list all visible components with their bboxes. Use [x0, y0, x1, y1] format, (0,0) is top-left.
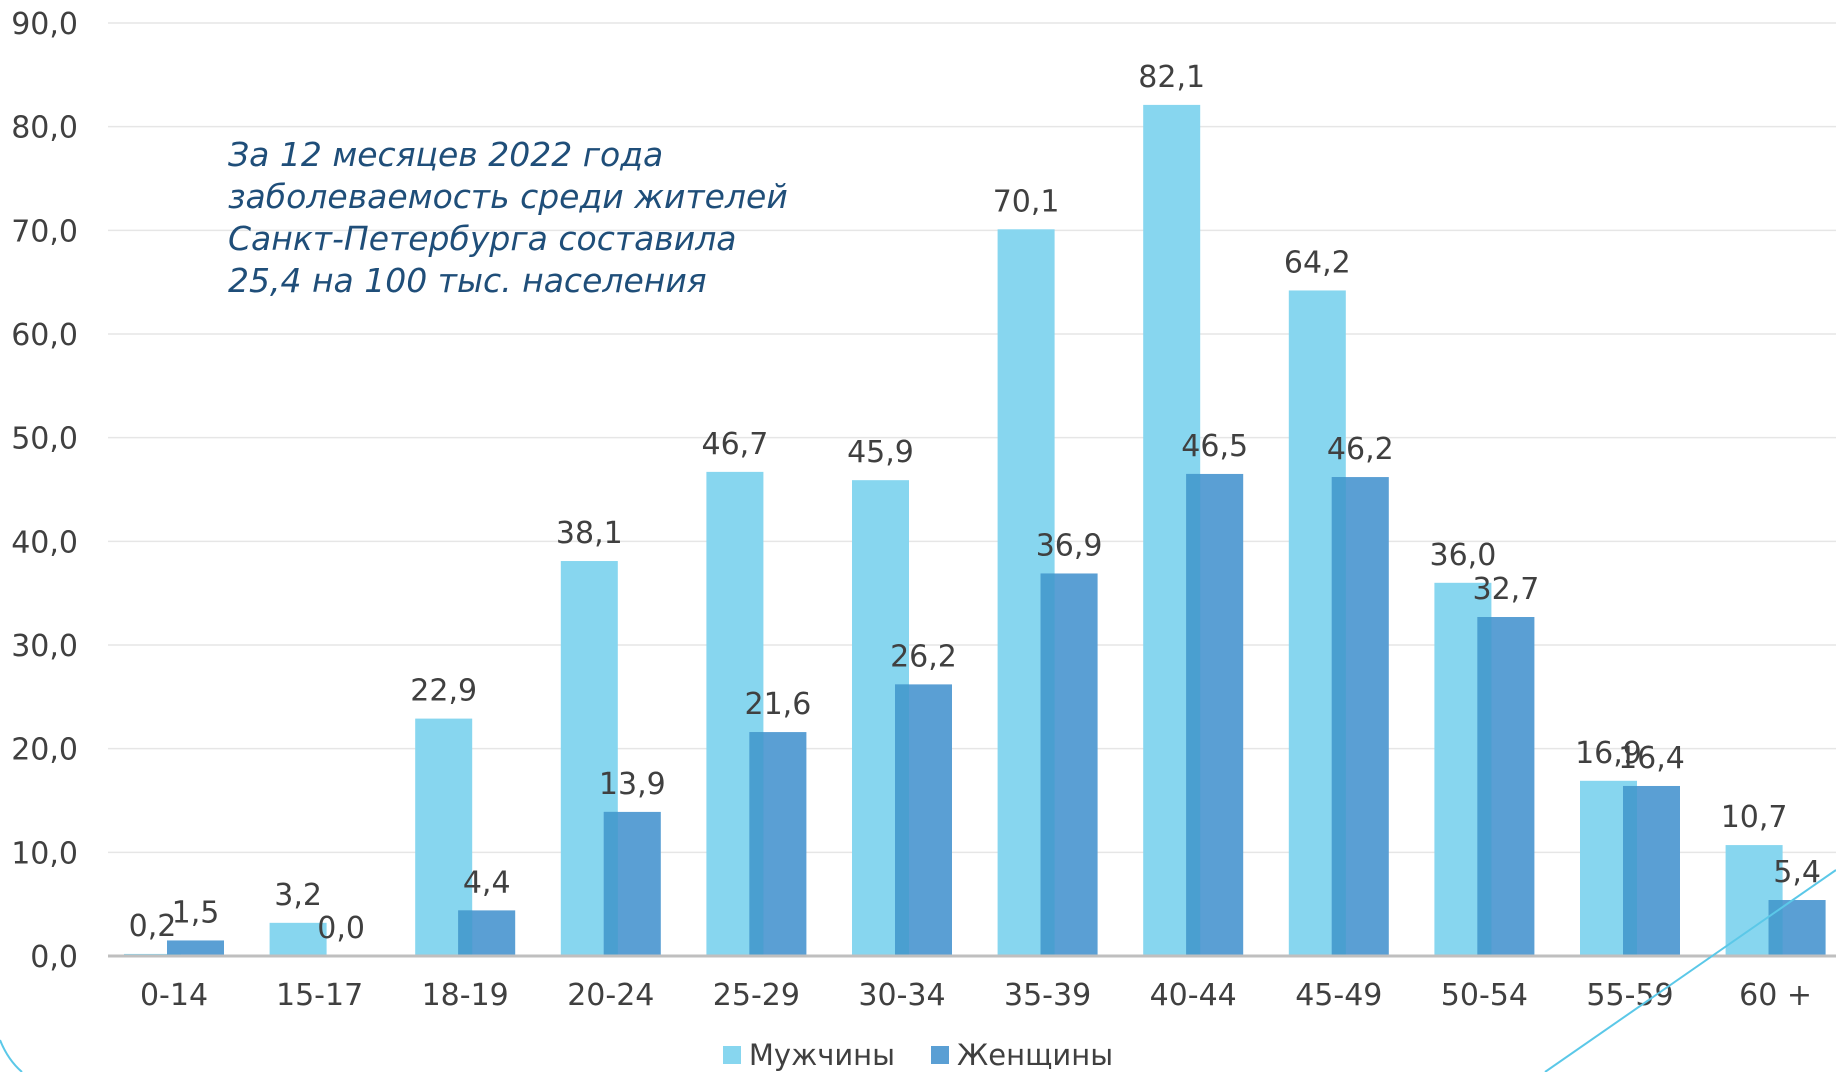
legend-item-women: Женщины — [931, 1038, 1113, 1072]
y-tick-label: 20,0 — [11, 733, 78, 768]
data-label-men: 45,9 — [847, 435, 914, 470]
data-label-women: 0,0 — [317, 911, 365, 946]
annotation-line: Санкт-Петербурга составила — [228, 218, 848, 260]
y-tick-label: 30,0 — [11, 629, 78, 664]
bar-overlap — [895, 684, 909, 956]
bar-overlap — [458, 910, 472, 956]
data-label-women: 46,5 — [1181, 429, 1248, 464]
bar-overlap — [604, 812, 618, 956]
data-label-women: 1,5 — [172, 895, 220, 930]
annotation-line: заболеваемость среди жителей — [228, 176, 848, 218]
data-label-women: 13,9 — [599, 767, 666, 802]
x-tick-label: 50-54 — [1441, 978, 1528, 1013]
legend-swatch-men — [723, 1046, 741, 1064]
y-tick-label: 70,0 — [11, 214, 78, 249]
bar-overlap — [1623, 786, 1637, 956]
x-tick-label: 55-59 — [1586, 978, 1673, 1013]
bar-overlap — [1041, 573, 1055, 956]
y-tick-label: 10,0 — [11, 836, 78, 871]
x-tick-label: 45-49 — [1295, 978, 1382, 1013]
chart-legend: Мужчины Женщины — [0, 1038, 1836, 1072]
y-tick-label: 40,0 — [11, 525, 78, 560]
data-label-men: 3,2 — [274, 878, 322, 913]
data-label-men: 82,1 — [1138, 60, 1205, 95]
data-label-women: 36,9 — [1036, 528, 1103, 563]
y-tick-label: 50,0 — [11, 422, 78, 457]
data-label-women: 16,4 — [1618, 741, 1685, 776]
bar-overlap — [1186, 474, 1200, 956]
x-tick-label: 20-24 — [567, 978, 654, 1013]
x-tick-label: 0-14 — [140, 978, 208, 1013]
legend-item-men: Мужчины — [723, 1038, 895, 1072]
x-tick-label: 15-17 — [276, 978, 363, 1013]
data-label-men: 70,1 — [993, 184, 1060, 219]
x-tick-label: 18-19 — [422, 978, 509, 1013]
legend-swatch-women — [931, 1046, 949, 1064]
data-label-women: 21,6 — [745, 687, 812, 722]
bar-overlap — [1332, 477, 1346, 956]
annotation-line: 25,4 на 100 тыс. населения — [228, 260, 848, 302]
data-label-women: 4,4 — [463, 865, 511, 900]
data-label-men: 22,9 — [410, 674, 477, 709]
y-tick-label: 0,0 — [30, 940, 78, 975]
data-label-men: 36,0 — [1430, 538, 1497, 573]
data-label-men: 46,7 — [702, 427, 769, 462]
data-label-men: 0,2 — [129, 909, 177, 944]
x-tick-label: 35-39 — [1004, 978, 1091, 1013]
data-label-women: 46,2 — [1327, 432, 1394, 467]
data-label-men: 64,2 — [1284, 245, 1351, 280]
x-tick-label: 40-44 — [1150, 978, 1237, 1013]
data-label-women: 32,7 — [1473, 572, 1540, 607]
y-tick-label: 60,0 — [11, 318, 78, 353]
x-tick-label: 25-29 — [713, 978, 800, 1013]
legend-label-men: Мужчины — [749, 1038, 895, 1072]
x-tick-label: 30-34 — [858, 978, 945, 1013]
data-label-women: 26,2 — [890, 639, 957, 674]
chart-annotation: За 12 месяцев 2022 года заболеваемость с… — [228, 134, 848, 302]
legend-label-women: Женщины — [957, 1038, 1113, 1072]
y-tick-label: 90,0 — [11, 7, 78, 42]
bar-overlap — [1477, 617, 1491, 956]
y-tick-label: 80,0 — [11, 111, 78, 146]
x-tick-label: 60 + — [1739, 978, 1812, 1013]
bar-overlap — [749, 732, 763, 956]
data-label-men: 10,7 — [1721, 800, 1788, 835]
data-label-men: 38,1 — [556, 516, 623, 551]
annotation-line: За 12 месяцев 2022 года — [228, 134, 848, 176]
